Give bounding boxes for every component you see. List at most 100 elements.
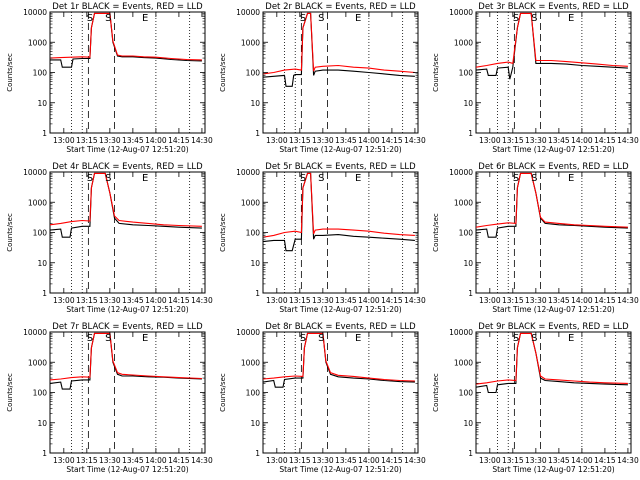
x-tick-label: 14:15 <box>381 136 403 145</box>
x-tick-label: 14:30 <box>617 296 639 305</box>
x-axis-label: Start Time (12-Aug-07 12:51:20) <box>279 465 401 474</box>
y-tick-label: 10000 <box>236 328 260 337</box>
y-tick-label: 1 <box>42 129 47 138</box>
event-marker: E <box>355 333 361 344</box>
plot-frame <box>475 171 632 294</box>
event-marker: E <box>568 13 574 24</box>
y-tick-label: 1000 <box>241 358 260 367</box>
x-tick-label: 14:00 <box>358 456 380 465</box>
series-lld-line <box>263 172 415 238</box>
x-axis-label: Start Time (12-Aug-07 12:51:20) <box>492 145 614 154</box>
event-marker: E <box>142 173 148 184</box>
y-tick-label: 100 <box>246 69 261 78</box>
x-tick-label: 14:30 <box>191 136 213 145</box>
event-marker: E <box>142 13 148 24</box>
x-tick-label: 13:00 <box>53 296 75 305</box>
y-tick-label: 100 <box>33 69 48 78</box>
x-tick-label: 14:15 <box>168 456 190 465</box>
plot-frame <box>475 331 632 454</box>
y-axis-label: Counts/sec <box>6 53 14 92</box>
x-tick-label: 13:45 <box>335 136 357 145</box>
panel-1: Det 1r BLACK = Events, RED = LLD 1 10 100 10… <box>6 2 213 154</box>
x-tick-label: 13:15 <box>289 296 311 305</box>
y-tick-label: 10000 <box>449 328 473 337</box>
event-marker: S <box>318 333 324 344</box>
x-tick-label: 14:15 <box>594 136 616 145</box>
event-marker: S <box>105 13 111 24</box>
y-axis-label: Counts/sec <box>432 213 440 252</box>
chart-title: Det 3r BLACK = Events, RED = LLD <box>478 2 629 12</box>
event-marker: S <box>105 173 111 184</box>
y-tick-label: 10 <box>463 259 473 268</box>
y-tick-label: 1000 <box>241 198 260 207</box>
y-tick-label: 100 <box>33 229 48 238</box>
x-tick-label: 13:15 <box>76 296 98 305</box>
y-tick-label: 10000 <box>23 328 47 337</box>
y-tick-label: 10 <box>463 99 473 108</box>
x-tick-label: 13:30 <box>312 456 334 465</box>
event-marker: S <box>87 13 93 24</box>
x-tick-label: 13:15 <box>76 456 98 465</box>
x-tick-label: 14:00 <box>358 296 380 305</box>
y-axis-label: Counts/sec <box>219 373 227 412</box>
event-marker: E <box>355 13 361 24</box>
event-marker: S <box>513 13 519 24</box>
x-axis-label: Start Time (12-Aug-07 12:51:20) <box>66 145 188 154</box>
x-tick-label: 14:30 <box>191 456 213 465</box>
x-tick-label: 13:30 <box>99 456 121 465</box>
y-tick-label: 100 <box>459 69 474 78</box>
event-marker: S <box>318 13 324 24</box>
event-marker: E <box>568 333 574 344</box>
y-tick-label: 10000 <box>449 8 473 17</box>
event-marker: E <box>355 173 361 184</box>
y-axis-label: Counts/sec <box>432 373 440 412</box>
x-tick-label: 13:15 <box>502 136 524 145</box>
x-tick-label: 13:00 <box>266 136 288 145</box>
x-tick-label: 13:15 <box>289 136 311 145</box>
x-tick-label: 14:15 <box>168 136 190 145</box>
panel-3: Det 3r BLACK = Events, RED = LLD 1 10 100 10… <box>432 2 639 154</box>
series-lld-line <box>50 332 202 381</box>
series-lld-line <box>50 172 202 227</box>
y-tick-label: 10 <box>250 99 260 108</box>
x-tick-label: 13:00 <box>53 136 75 145</box>
event-marker: S <box>87 173 93 184</box>
y-tick-label: 1000 <box>28 198 47 207</box>
y-tick-label: 100 <box>246 229 261 238</box>
chart-title: Det 2r BLACK = Events, RED = LLD <box>265 2 416 12</box>
y-tick-label: 1 <box>468 289 473 298</box>
series-lld-line <box>476 332 628 385</box>
x-tick-label: 14:30 <box>617 456 639 465</box>
x-tick-label: 13:15 <box>502 296 524 305</box>
x-tick-label: 13:15 <box>76 136 98 145</box>
y-tick-label: 100 <box>33 389 48 398</box>
x-axis-label: Start Time (12-Aug-07 12:51:20) <box>492 305 614 314</box>
event-marker: S <box>300 333 306 344</box>
y-tick-label: 10 <box>37 259 47 268</box>
chart-title: Det 9r BLACK = Events, RED = LLD <box>478 322 629 332</box>
x-tick-label: 13:00 <box>479 136 501 145</box>
y-tick-label: 1 <box>468 449 473 458</box>
x-axis-label: Start Time (12-Aug-07 12:51:20) <box>492 465 614 474</box>
y-tick-label: 1 <box>255 449 260 458</box>
x-tick-label: 13:45 <box>548 456 570 465</box>
x-tick-label: 13:15 <box>289 456 311 465</box>
y-tick-label: 10000 <box>449 168 473 177</box>
y-axis-label: Counts/sec <box>6 373 14 412</box>
event-marker: S <box>531 173 537 184</box>
y-tick-label: 1 <box>468 129 473 138</box>
y-tick-label: 10 <box>250 419 260 428</box>
panel-6: Det 6r BLACK = Events, RED = LLD 1 10 100 10… <box>432 162 639 314</box>
panel-5: Det 5r BLACK = Events, RED = LLD 1 10 100 10… <box>219 162 426 314</box>
x-tick-label: 14:30 <box>404 136 426 145</box>
x-tick-label: 13:30 <box>525 456 547 465</box>
y-tick-label: 1000 <box>454 198 473 207</box>
chart-title: Det 1r BLACK = Events, RED = LLD <box>52 2 203 12</box>
y-axis-label: Counts/sec <box>432 53 440 92</box>
y-tick-label: 1000 <box>454 358 473 367</box>
plot-frame <box>49 11 206 134</box>
x-tick-label: 14:30 <box>617 136 639 145</box>
y-tick-label: 1 <box>42 449 47 458</box>
x-tick-label: 14:00 <box>571 136 593 145</box>
